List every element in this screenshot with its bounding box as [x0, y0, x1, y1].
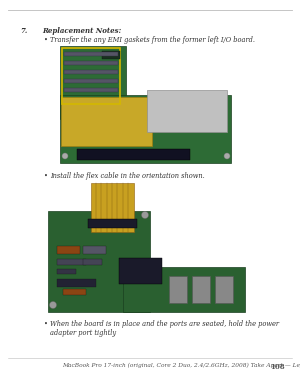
Bar [57, 269, 76, 274]
Bar [63, 289, 86, 295]
Bar [83, 246, 106, 254]
Circle shape [224, 153, 230, 159]
Bar [88, 219, 137, 228]
Bar [83, 259, 102, 265]
Bar [123, 267, 245, 312]
Text: •: • [44, 36, 48, 44]
Bar [64, 88, 118, 92]
Bar [48, 211, 150, 312]
Text: MacBook Pro 17-inch (original, Core 2 Duo, 2.4/2.6GHz, 2008) Take Apart — Left I: MacBook Pro 17-inch (original, Core 2 Du… [62, 363, 300, 368]
Text: 7.: 7. [21, 27, 28, 35]
Text: When the board is in place and the ports are seated, hold the power adapter port: When the board is in place and the ports… [50, 320, 279, 337]
Bar [57, 259, 86, 265]
Bar [147, 90, 227, 132]
Bar [60, 46, 126, 119]
Bar [64, 52, 118, 56]
Circle shape [62, 153, 68, 159]
Bar [102, 51, 120, 59]
Circle shape [50, 301, 56, 308]
Text: 108: 108 [270, 363, 285, 371]
Text: Replacement Notes:: Replacement Notes: [42, 27, 121, 35]
Circle shape [142, 211, 148, 218]
Bar [57, 279, 96, 287]
Bar [62, 48, 120, 104]
Text: •: • [44, 172, 48, 180]
Bar [60, 95, 231, 163]
Text: Install the flex cable in the orientation shown.: Install the flex cable in the orientatio… [50, 172, 205, 180]
Bar [61, 97, 152, 146]
Text: •: • [44, 320, 48, 328]
Bar [119, 258, 162, 284]
Bar [77, 149, 190, 160]
Bar [57, 246, 80, 254]
Bar [64, 70, 118, 74]
Bar [169, 276, 187, 303]
Bar [215, 276, 233, 303]
Bar [192, 276, 210, 303]
Bar [64, 79, 118, 83]
Bar [91, 183, 134, 232]
Text: Transfer the any EMI gaskets from the former left I/O board.: Transfer the any EMI gaskets from the fo… [50, 36, 255, 44]
Bar [64, 61, 118, 65]
